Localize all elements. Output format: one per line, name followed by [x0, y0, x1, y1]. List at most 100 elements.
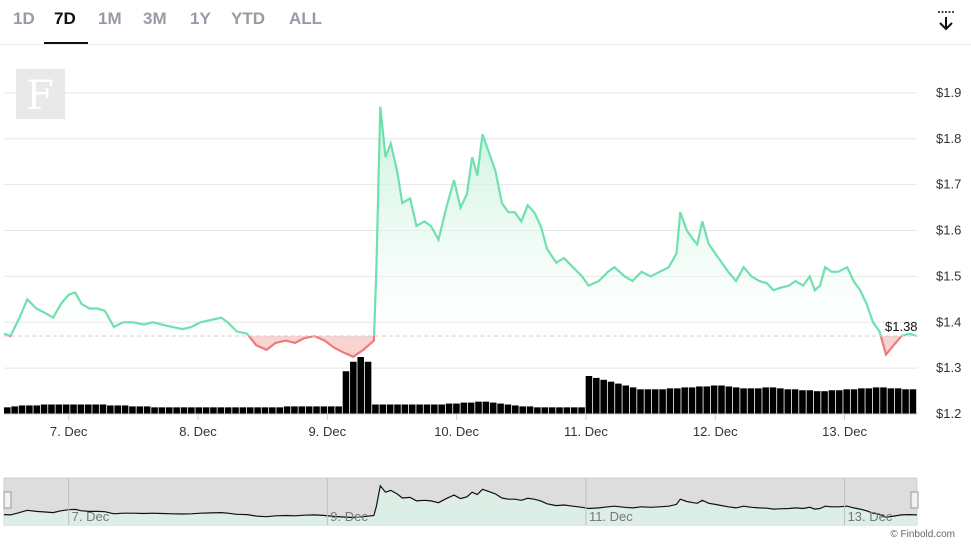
- volume-bar: [327, 406, 335, 414]
- volume-bar: [489, 402, 497, 414]
- tab-all[interactable]: ALL: [289, 9, 323, 28]
- volume-bar: [357, 357, 364, 414]
- volume-bar: [202, 407, 210, 414]
- volume-bar: [188, 407, 195, 414]
- tab-7d[interactable]: 7D: [54, 9, 76, 28]
- tab-1d[interactable]: 1D: [13, 9, 35, 28]
- volume-bar: [84, 404, 92, 414]
- x-tick-label: 9. Dec: [309, 424, 347, 439]
- tab-ytd[interactable]: YTD: [231, 9, 265, 28]
- volume-bar: [872, 387, 880, 414]
- volume-bar: [143, 406, 151, 414]
- download-arrow-icon[interactable]: [936, 10, 956, 32]
- volume-bar: [276, 407, 283, 414]
- volume-bar: [342, 371, 350, 414]
- volume-bar: [460, 402, 468, 414]
- y-tick-label: $1.8: [936, 131, 961, 146]
- x-axis-labels: 7. Dec 8. Dec 9. Dec 10. Dec 11. Dec 12. Dec 1…: [50, 414, 867, 439]
- volume-bar: [165, 407, 173, 414]
- navigator-handle[interactable]: [910, 491, 919, 509]
- volume-bar: [755, 388, 762, 414]
- volume-bar: [519, 406, 526, 414]
- volume-bar: [195, 407, 202, 414]
- volume-bar: [121, 405, 129, 414]
- volume-bar: [18, 405, 26, 414]
- price-area-up: [4, 106, 917, 337]
- tab-1m[interactable]: 1M: [98, 9, 122, 28]
- x-tick-label: 11. Dec: [564, 424, 608, 439]
- volume-bar: [217, 407, 225, 414]
- navigator-tick-label: 13. Dec: [848, 509, 893, 524]
- volume-bar: [806, 390, 814, 414]
- volume-bar: [151, 407, 158, 414]
- header-divider: [0, 44, 971, 45]
- watermark-logo: F: [16, 69, 65, 119]
- volume-bar: [416, 404, 423, 414]
- volume-bar: [696, 386, 703, 414]
- x-tick-label: 7. Dec: [50, 424, 88, 439]
- volume-bar: [784, 389, 792, 414]
- volume-bar: [681, 387, 688, 414]
- volume-bar: [239, 407, 247, 414]
- navigator-tick-label: 7. Dec: [72, 509, 110, 524]
- volume-bar: [902, 389, 909, 414]
- volume-bar: [92, 404, 99, 414]
- volume-bar: [629, 387, 637, 414]
- volume-bar: [386, 404, 394, 414]
- navigator-handle[interactable]: [3, 491, 12, 509]
- y-axis-labels: $1.2 $1.3 $1.4 $1.5 $1.6 $1.7 $1.8 $1.9: [936, 85, 961, 421]
- volume-bar: [718, 385, 725, 414]
- volume-bar: [556, 407, 563, 414]
- y-tick-label: $1.4: [936, 314, 961, 329]
- volume-bar: [615, 383, 622, 414]
- volume-bar: [865, 388, 873, 414]
- y-tick-label: $1.5: [936, 268, 961, 283]
- volume-bar: [394, 404, 401, 414]
- volume-bar: [261, 407, 269, 414]
- volume-bar: [563, 407, 571, 414]
- volume-bar: [350, 361, 357, 414]
- volume-bar: [600, 379, 607, 414]
- volume-bar: [298, 406, 306, 414]
- volume-bar: [379, 404, 387, 414]
- active-tab-underline: [44, 42, 88, 44]
- volume-bar: [762, 387, 769, 414]
- volume-bar: [850, 389, 858, 414]
- volume-bar: [570, 407, 578, 414]
- tab-1y[interactable]: 1Y: [190, 9, 211, 28]
- volume-bar: [813, 391, 821, 414]
- volume-bar: [11, 406, 18, 414]
- volume-bar: [107, 405, 114, 414]
- tab-3m[interactable]: 3M: [143, 9, 167, 28]
- volume-bar: [401, 404, 409, 414]
- volume-bar: [26, 405, 33, 414]
- volume-bar: [335, 406, 342, 414]
- volume-bar: [585, 376, 593, 414]
- volume-bar: [659, 389, 666, 414]
- volume-bar: [453, 403, 460, 414]
- navigator-tick-label: 11. Dec: [589, 509, 633, 524]
- volume-bar: [740, 388, 747, 414]
- volume-bar: [836, 390, 843, 414]
- volume-bar: [644, 389, 652, 414]
- volume-bar: [224, 407, 232, 414]
- volume-bar: [880, 387, 887, 414]
- volume-bar: [526, 406, 534, 414]
- volume-bar: [791, 389, 799, 414]
- volume-bar: [77, 404, 85, 414]
- volume-bar: [210, 407, 217, 414]
- volume-bar: [55, 404, 63, 414]
- volume-bar: [909, 389, 917, 414]
- volume-bar: [858, 388, 865, 414]
- volume-bar: [578, 407, 585, 414]
- current-price-label: $1.38: [885, 319, 918, 334]
- price-area: [3, 106, 918, 358]
- volume-bar: [821, 391, 828, 414]
- volume-bar: [475, 401, 482, 414]
- volume-bar: [445, 403, 453, 414]
- volume-bar: [828, 390, 836, 414]
- navigator: 7. Dec 9. Dec 11. Dec 13. Dec: [3, 477, 919, 526]
- y-tick-label: $1.6: [936, 223, 961, 238]
- volume-bar: [232, 407, 239, 414]
- volume-bar: [894, 388, 902, 414]
